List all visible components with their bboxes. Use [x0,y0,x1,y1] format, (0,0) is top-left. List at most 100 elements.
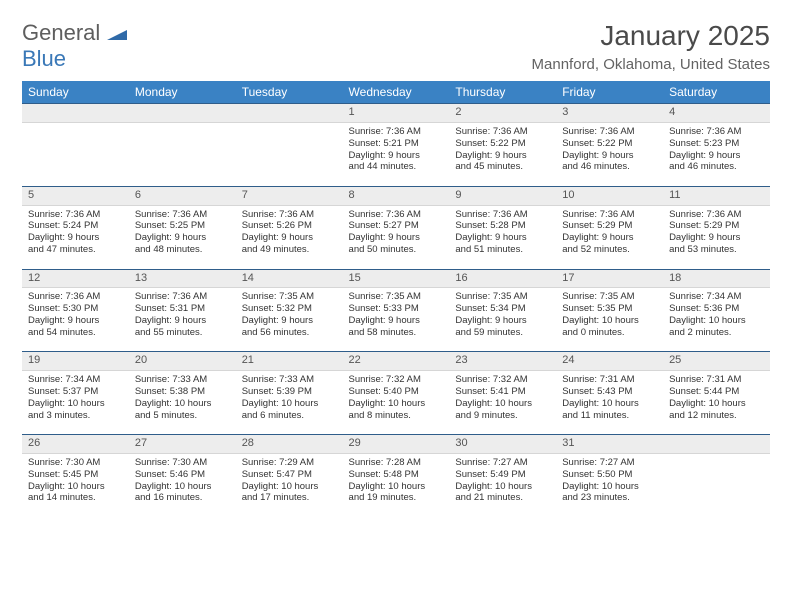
day-header: Thursday [449,81,556,104]
sunrise-text: Sunrise: 7:36 AM [562,126,657,138]
daylight-text-1: Daylight: 9 hours [455,232,550,244]
sunrise-text: Sunrise: 7:36 AM [455,209,550,221]
sunrise-text: Sunrise: 7:30 AM [28,457,123,469]
day-number-row: 12131415161718 [22,269,770,288]
day-number [663,435,770,454]
day-cell: Sunrise: 7:31 AMSunset: 5:43 PMDaylight:… [556,371,663,435]
sunrise-text: Sunrise: 7:27 AM [455,457,550,469]
daylight-text-2: and 58 minutes. [349,327,444,339]
day-cell: Sunrise: 7:32 AMSunset: 5:41 PMDaylight:… [449,371,556,435]
day-number-row: 567891011 [22,186,770,205]
daylight-text-1: Daylight: 10 hours [242,481,337,493]
day-cell: Sunrise: 7:36 AMSunset: 5:24 PMDaylight:… [22,205,129,269]
day-number: 4 [663,104,770,123]
sunset-text: Sunset: 5:40 PM [349,386,444,398]
day-cell [663,453,770,517]
sunset-text: Sunset: 5:49 PM [455,469,550,481]
sunrise-text: Sunrise: 7:36 AM [562,209,657,221]
daylight-text-1: Daylight: 10 hours [349,481,444,493]
day-header: Monday [129,81,236,104]
sunset-text: Sunset: 5:48 PM [349,469,444,481]
sunset-text: Sunset: 5:33 PM [349,303,444,315]
sunset-text: Sunset: 5:26 PM [242,220,337,232]
daylight-text-2: and 16 minutes. [135,492,230,504]
sunrise-text: Sunrise: 7:35 AM [562,291,657,303]
daylight-text-1: Daylight: 9 hours [135,232,230,244]
daylight-text-2: and 56 minutes. [242,327,337,339]
day-cell: Sunrise: 7:30 AMSunset: 5:46 PMDaylight:… [129,453,236,517]
sunrise-text: Sunrise: 7:35 AM [242,291,337,303]
daylight-text-2: and 50 minutes. [349,244,444,256]
daylight-text-1: Daylight: 9 hours [349,315,444,327]
day-number: 20 [129,352,236,371]
sunset-text: Sunset: 5:27 PM [349,220,444,232]
day-cell: Sunrise: 7:31 AMSunset: 5:44 PMDaylight:… [663,371,770,435]
sunset-text: Sunset: 5:21 PM [349,138,444,150]
day-number: 23 [449,352,556,371]
sunrise-text: Sunrise: 7:36 AM [349,126,444,138]
day-cell: Sunrise: 7:27 AMSunset: 5:49 PMDaylight:… [449,453,556,517]
day-cell: Sunrise: 7:32 AMSunset: 5:40 PMDaylight:… [343,371,450,435]
sunset-text: Sunset: 5:45 PM [28,469,123,481]
sunrise-text: Sunrise: 7:36 AM [669,209,764,221]
day-cell: Sunrise: 7:27 AMSunset: 5:50 PMDaylight:… [556,453,663,517]
sunrise-text: Sunrise: 7:35 AM [455,291,550,303]
logo-word2: Blue [22,46,66,71]
sunset-text: Sunset: 5:29 PM [562,220,657,232]
daylight-text-2: and 55 minutes. [135,327,230,339]
day-cell: Sunrise: 7:36 AMSunset: 5:23 PMDaylight:… [663,122,770,186]
day-number: 16 [449,269,556,288]
sunset-text: Sunset: 5:22 PM [562,138,657,150]
daylight-text-1: Daylight: 10 hours [669,398,764,410]
logo-triangle-icon [107,26,127,45]
day-header: Wednesday [343,81,450,104]
daylight-text-1: Daylight: 10 hours [28,481,123,493]
daylight-text-1: Daylight: 9 hours [28,232,123,244]
sunset-text: Sunset: 5:36 PM [669,303,764,315]
day-detail-row: Sunrise: 7:36 AMSunset: 5:21 PMDaylight:… [22,122,770,186]
sunset-text: Sunset: 5:39 PM [242,386,337,398]
day-number: 10 [556,186,663,205]
day-number: 25 [663,352,770,371]
daylight-text-1: Daylight: 10 hours [242,398,337,410]
day-detail-row: Sunrise: 7:34 AMSunset: 5:37 PMDaylight:… [22,371,770,435]
sunset-text: Sunset: 5:31 PM [135,303,230,315]
day-number: 21 [236,352,343,371]
day-cell: Sunrise: 7:34 AMSunset: 5:37 PMDaylight:… [22,371,129,435]
daylight-text-2: and 46 minutes. [669,161,764,173]
day-header: Sunday [22,81,129,104]
daylight-text-1: Daylight: 9 hours [349,150,444,162]
day-number: 5 [22,186,129,205]
sunrise-text: Sunrise: 7:32 AM [349,374,444,386]
sunrise-text: Sunrise: 7:36 AM [28,209,123,221]
sunset-text: Sunset: 5:23 PM [669,138,764,150]
sunset-text: Sunset: 5:29 PM [669,220,764,232]
day-cell: Sunrise: 7:36 AMSunset: 5:22 PMDaylight:… [556,122,663,186]
day-number: 19 [22,352,129,371]
sunrise-text: Sunrise: 7:33 AM [242,374,337,386]
sunset-text: Sunset: 5:28 PM [455,220,550,232]
sunset-text: Sunset: 5:44 PM [669,386,764,398]
sunrise-text: Sunrise: 7:30 AM [135,457,230,469]
day-number: 13 [129,269,236,288]
daylight-text-1: Daylight: 9 hours [242,232,337,244]
day-cell: Sunrise: 7:35 AMSunset: 5:34 PMDaylight:… [449,288,556,352]
sunset-text: Sunset: 5:34 PM [455,303,550,315]
daylight-text-2: and 46 minutes. [562,161,657,173]
day-cell: Sunrise: 7:36 AMSunset: 5:29 PMDaylight:… [556,205,663,269]
day-number: 11 [663,186,770,205]
sunset-text: Sunset: 5:25 PM [135,220,230,232]
sunset-text: Sunset: 5:24 PM [28,220,123,232]
day-cell: Sunrise: 7:36 AMSunset: 5:21 PMDaylight:… [343,122,450,186]
day-number: 22 [343,352,450,371]
day-header: Friday [556,81,663,104]
daylight-text-2: and 59 minutes. [455,327,550,339]
daylight-text-1: Daylight: 10 hours [455,398,550,410]
sunrise-text: Sunrise: 7:31 AM [562,374,657,386]
sunrise-text: Sunrise: 7:36 AM [135,209,230,221]
sunset-text: Sunset: 5:37 PM [28,386,123,398]
daylight-text-2: and 45 minutes. [455,161,550,173]
sunrise-text: Sunrise: 7:36 AM [349,209,444,221]
daylight-text-1: Daylight: 9 hours [669,232,764,244]
day-number [22,104,129,123]
